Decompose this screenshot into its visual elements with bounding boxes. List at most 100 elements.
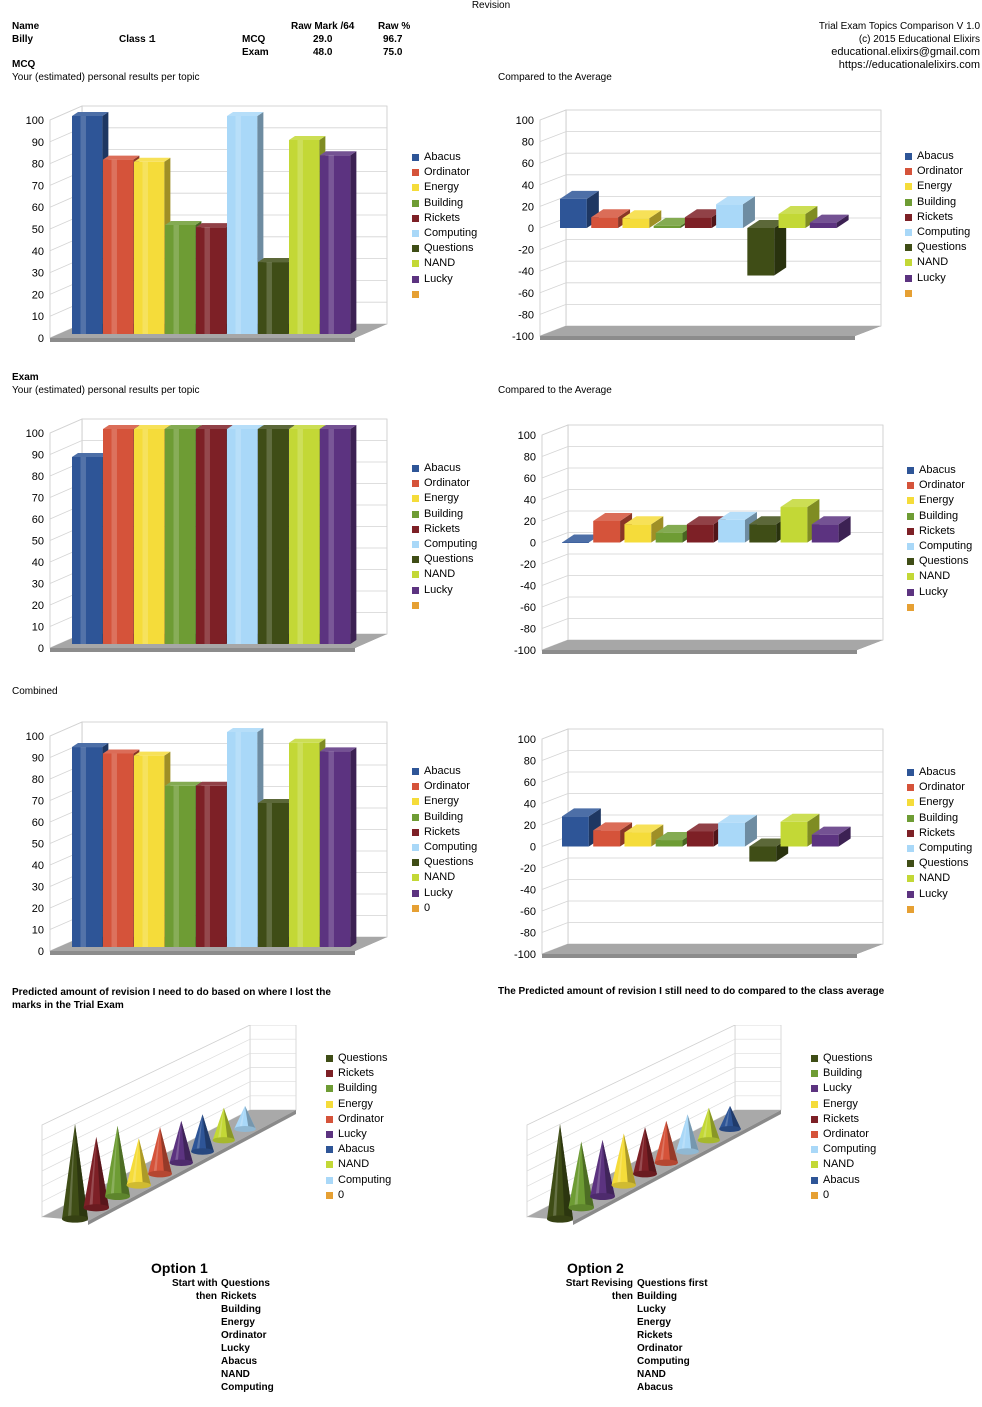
y-tick-label: 10 — [32, 311, 44, 323]
legend-label: Energy — [919, 494, 954, 507]
predicted-revision-chart — [41, 1025, 297, 1225]
bar-side — [744, 814, 757, 847]
option2-then-label: then — [611, 1291, 633, 1302]
bar-top — [196, 781, 233, 786]
y-tick-label: 60 — [524, 473, 536, 485]
bar-top — [778, 205, 818, 214]
legend-swatch — [905, 153, 912, 161]
mcq-personal-legend: Abacus Ordinator Energy Building Rickets Comp… — [412, 150, 477, 302]
bar-front — [622, 218, 650, 228]
bar-top — [749, 516, 789, 525]
bar-front — [103, 159, 134, 334]
bar-top — [320, 151, 357, 156]
bar-lucky — [320, 425, 357, 644]
bar-front — [103, 429, 134, 644]
cone-base — [83, 1204, 109, 1212]
gridline — [541, 771, 883, 783]
legend-swatch — [907, 769, 914, 777]
bar-front — [258, 429, 289, 644]
legend-entry-rickets: Rickets — [412, 825, 477, 840]
legend-entry-rickets: Rickets — [412, 211, 477, 226]
legend-entry-lucky: Lucky — [412, 583, 477, 598]
legend-swatch — [412, 480, 419, 488]
y-tick-label: 60 — [32, 817, 44, 829]
bar-highlight — [266, 429, 272, 644]
y-tick-label: 0 — [38, 643, 44, 655]
y-tick-label: 100 — [26, 115, 44, 127]
bar-top — [686, 823, 726, 832]
y-tick-label: 20 — [32, 600, 44, 612]
legend-entry-ordinator: Ordinator — [907, 478, 972, 493]
bar-top — [624, 516, 664, 525]
y-tick-label: 100 — [518, 430, 536, 442]
y-tick-label: -80 — [518, 309, 534, 321]
legend-swatch — [412, 541, 419, 549]
bar-highlight — [204, 429, 210, 644]
legend-entry-energy: Energy — [412, 491, 477, 506]
bar-front — [809, 222, 837, 228]
y-tick-label: 50 — [32, 839, 44, 851]
legend-entry-building: Building — [326, 1081, 391, 1096]
bar-highlight — [297, 429, 303, 644]
website: https://educationalelixirs.com — [838, 59, 980, 71]
cone-gridline — [41, 1038, 296, 1141]
legend-entry-computing: Computing — [811, 1142, 876, 1157]
legend-label: Building — [424, 196, 464, 209]
cone-base — [676, 1148, 699, 1155]
legend-entry-rickets: Rickets — [907, 826, 972, 841]
legend-entry-building: Building — [412, 196, 477, 211]
y-tick-label: -60 — [520, 602, 536, 614]
bar-computing — [227, 728, 264, 947]
legend-swatch — [907, 784, 914, 792]
legend-label: NAND — [917, 256, 949, 269]
legend-entry-building: Building — [907, 509, 972, 524]
bar-front — [227, 732, 258, 947]
cone-ordinator — [654, 1120, 678, 1167]
cone-shade — [645, 1127, 657, 1175]
bar-nand — [289, 135, 326, 334]
legend-label: Ordinator — [338, 1112, 384, 1125]
bar-rickets — [196, 223, 233, 334]
y-tick-label: -80 — [520, 624, 536, 636]
legend-swatch — [412, 874, 419, 882]
bar-computing — [718, 814, 757, 847]
bar-top — [320, 425, 357, 429]
legend-label: Energy — [919, 796, 954, 809]
legend-label: NAND — [424, 257, 456, 270]
legend-swatch — [907, 814, 914, 822]
y-tick-label: 20 — [32, 289, 44, 301]
y-tick-label: -100 — [514, 645, 536, 657]
legend-entry-lucky: Lucky — [412, 886, 477, 901]
legend-label: Energy — [823, 1097, 858, 1110]
bar-lucky — [809, 214, 849, 228]
bar-energy — [134, 425, 171, 644]
bar-side — [350, 151, 357, 334]
legend-label: Rickets — [919, 524, 956, 537]
legend-swatch — [326, 1146, 333, 1154]
bar-front — [749, 846, 777, 862]
legend-label: Lucky — [919, 585, 948, 598]
legend-label: Energy — [424, 492, 459, 505]
legend-swatch — [412, 571, 419, 579]
bar-top — [103, 425, 140, 429]
y-tick-label: 20 — [524, 820, 536, 832]
bar-front — [562, 816, 589, 847]
legend-swatch — [905, 289, 912, 297]
bar-abacus — [562, 534, 601, 543]
legend-label: Energy — [917, 180, 952, 193]
legend-swatch — [412, 275, 419, 283]
y-tick-label: 90 — [32, 137, 44, 149]
legend-swatch — [326, 1070, 333, 1078]
legend-swatch — [811, 1146, 818, 1154]
option2-item: Building — [637, 1291, 677, 1302]
legend-label: Energy — [424, 181, 459, 194]
cone-base — [191, 1148, 214, 1155]
gridline — [541, 510, 883, 522]
legend-entry-abacus: Abacus — [412, 150, 477, 165]
cone-computing — [676, 1114, 699, 1155]
legend-label: NAND — [919, 872, 951, 885]
legend-swatch — [412, 465, 419, 473]
y-tick-label: -100 — [512, 331, 534, 343]
cone-base — [105, 1193, 130, 1200]
gridline — [541, 446, 883, 457]
